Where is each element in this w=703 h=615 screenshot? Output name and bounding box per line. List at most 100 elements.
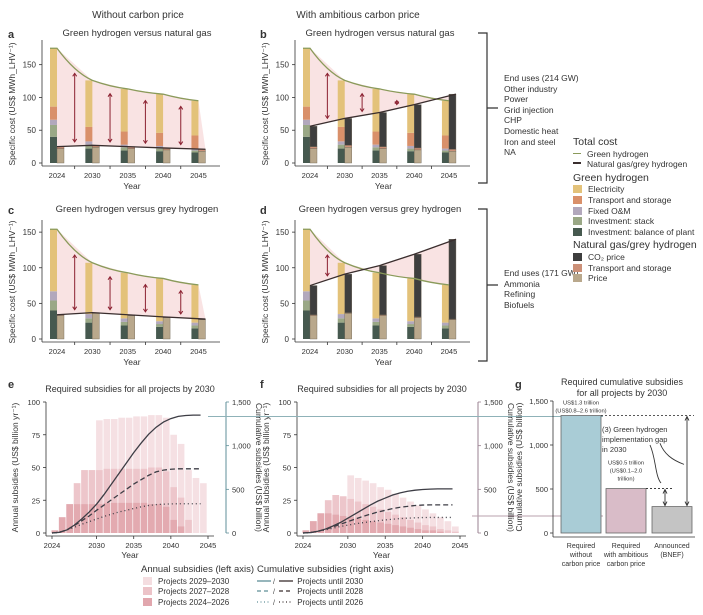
x-tick-label: 2024 [295,541,312,550]
annual-subsidy-bar [399,526,407,533]
x-tick-label: 2045 [441,171,458,180]
x-tick-label: 2040 [163,541,180,550]
annual-subsidy-bar [51,530,59,533]
subsidy-bar-1 [605,488,647,534]
green-bar-segment-investment-stack [156,148,164,152]
green-bar-segment-fixed-om [337,314,345,319]
panel-letter: d [260,205,267,217]
y-tick-label: 50 [32,464,40,473]
green-bar-segment-fixed-om [337,141,345,145]
green-bar-segment-electricity [337,262,345,315]
annual-subsidy-bar [155,467,163,533]
x-tick-label: 2045 [452,541,469,550]
gap-arrow-head [142,308,148,313]
green-bar-segment-electricity [407,94,415,133]
category-label: Required [567,543,596,550]
green-bar-segment-transport-storage [441,135,449,149]
green-bar-segment-transport-storage [407,132,415,146]
green-bar-segment-investment-bop [50,310,57,339]
annual-subsidy-bar [332,514,340,533]
annual-subsidy-bar [384,512,392,533]
bracket-item: Biofuels [504,299,535,310]
green-bar-segment-investment-stack [372,147,380,151]
panel-letter: b [260,29,267,41]
annual-subsidy-bar [103,468,111,533]
annual-subsidy-bar [73,504,81,533]
fossil-bar-segment-price [379,148,387,164]
bracket-bottom [478,208,498,362]
green-bar-segment-investment-bop [156,151,164,163]
gap-arrow-head [107,275,113,281]
fossil-total-line [309,93,457,127]
x-axis-label: Year [375,181,392,191]
x-axis-label: Year [123,357,140,367]
annual-subsidy-bar [170,487,177,533]
green-bar-segment-investment-bop [303,310,310,339]
annual-subsidy-bar [399,517,407,533]
bracket-item: Ammonia [504,278,540,289]
annual-subsidy-bar [118,468,125,533]
panel-letter: f [260,379,264,391]
y-tick-label: 0 [32,335,37,344]
x-tick-label: 2024 [49,347,66,356]
annual-subsidies-legend: Annual subsidies (left axis) Projects 20… [141,564,254,609]
annual-subsidy-bar [429,530,437,533]
fossil-bar-segment-price [414,149,422,164]
green-bar-segment-fixed-om [120,318,128,322]
y-tick-label: 50 [283,464,291,473]
x-tick-label: 2040 [406,347,423,356]
category-label: (BNEF) [660,552,683,559]
green-bar-segment-electricity [85,80,93,127]
svg-text:/: / [273,600,275,605]
annual-subsidy-bar [384,523,392,533]
legend-item-transport-storage: Transport and storage [573,195,697,206]
x-tick-label: 2040 [155,347,172,356]
y-tick-label: 0 [287,529,291,538]
green-bar-segment-fixed-om [372,144,380,148]
green-bar-segment-electricity [303,48,310,107]
fossil-bar-segment-price [56,315,65,340]
green-bar-segment-investment-bop [303,136,310,163]
annual-subsidy-bar [302,530,310,533]
green-bar-segment-electricity [372,88,380,132]
green-bar-segment-investment-bop [50,136,57,163]
green-bar-segment-transport-storage [50,106,57,120]
investment-stack-swatch [573,217,582,226]
right-y-tick-label: 500 [232,485,245,494]
panel-letter: g [515,379,522,391]
annual-subsidy-bar [392,493,399,533]
gap-arrow-head [72,72,78,77]
y-tick-label: 0 [285,159,290,168]
green-bar-segment-transport-storage [120,131,128,145]
y-tick-label: 100 [23,264,37,273]
annual-subsidy-bar [414,529,422,533]
green-bar-segment-electricity [303,229,310,292]
green-bar-segment-fixed-om [85,141,93,145]
cost-gap-area [310,48,456,127]
legend-item-until-2026: / Projects until 2026 [257,598,394,609]
legend-heading-fossil: Natural gas/grey hydrogen [573,239,697,252]
legend-item-co2-price: CO₂ price [573,252,697,263]
y-axis-label: Cumulative subsidies (US$ billion) [514,402,524,531]
annual-subsidy-bar [96,504,103,533]
green-bar-segment-fixed-om [303,291,310,301]
annual-subsidy-bar [414,505,422,533]
fossil-bar-segment-transport-storage [414,147,422,151]
green-bar-segment-electricity [156,278,164,322]
legend-item-projects-2024-2026: Projects 2024–2026 [141,597,254,609]
annual-subsidy-bar [384,489,392,533]
transport-storage-swatch [573,195,582,204]
green-bar-segment-electricity [407,278,415,322]
annual-subsidy-bar [452,526,459,533]
annotation-pointer [649,444,662,484]
fossil-bar-segment-price [92,147,100,164]
y-tick-label: 100 [27,398,40,407]
bracket-title: End uses (171 GW) [504,268,579,278]
annual-subsidy-bar [377,522,384,533]
legend-item-fixed-om: Fixed O&M [573,206,697,217]
right-y-tick-label: 1,000 [484,442,503,451]
fossil-bar-segment-co2-price [309,285,318,315]
y-axis-label: Annual subsidies (US$ billion yr⁻¹) [10,402,20,532]
x-axis-label: Year [121,550,138,560]
